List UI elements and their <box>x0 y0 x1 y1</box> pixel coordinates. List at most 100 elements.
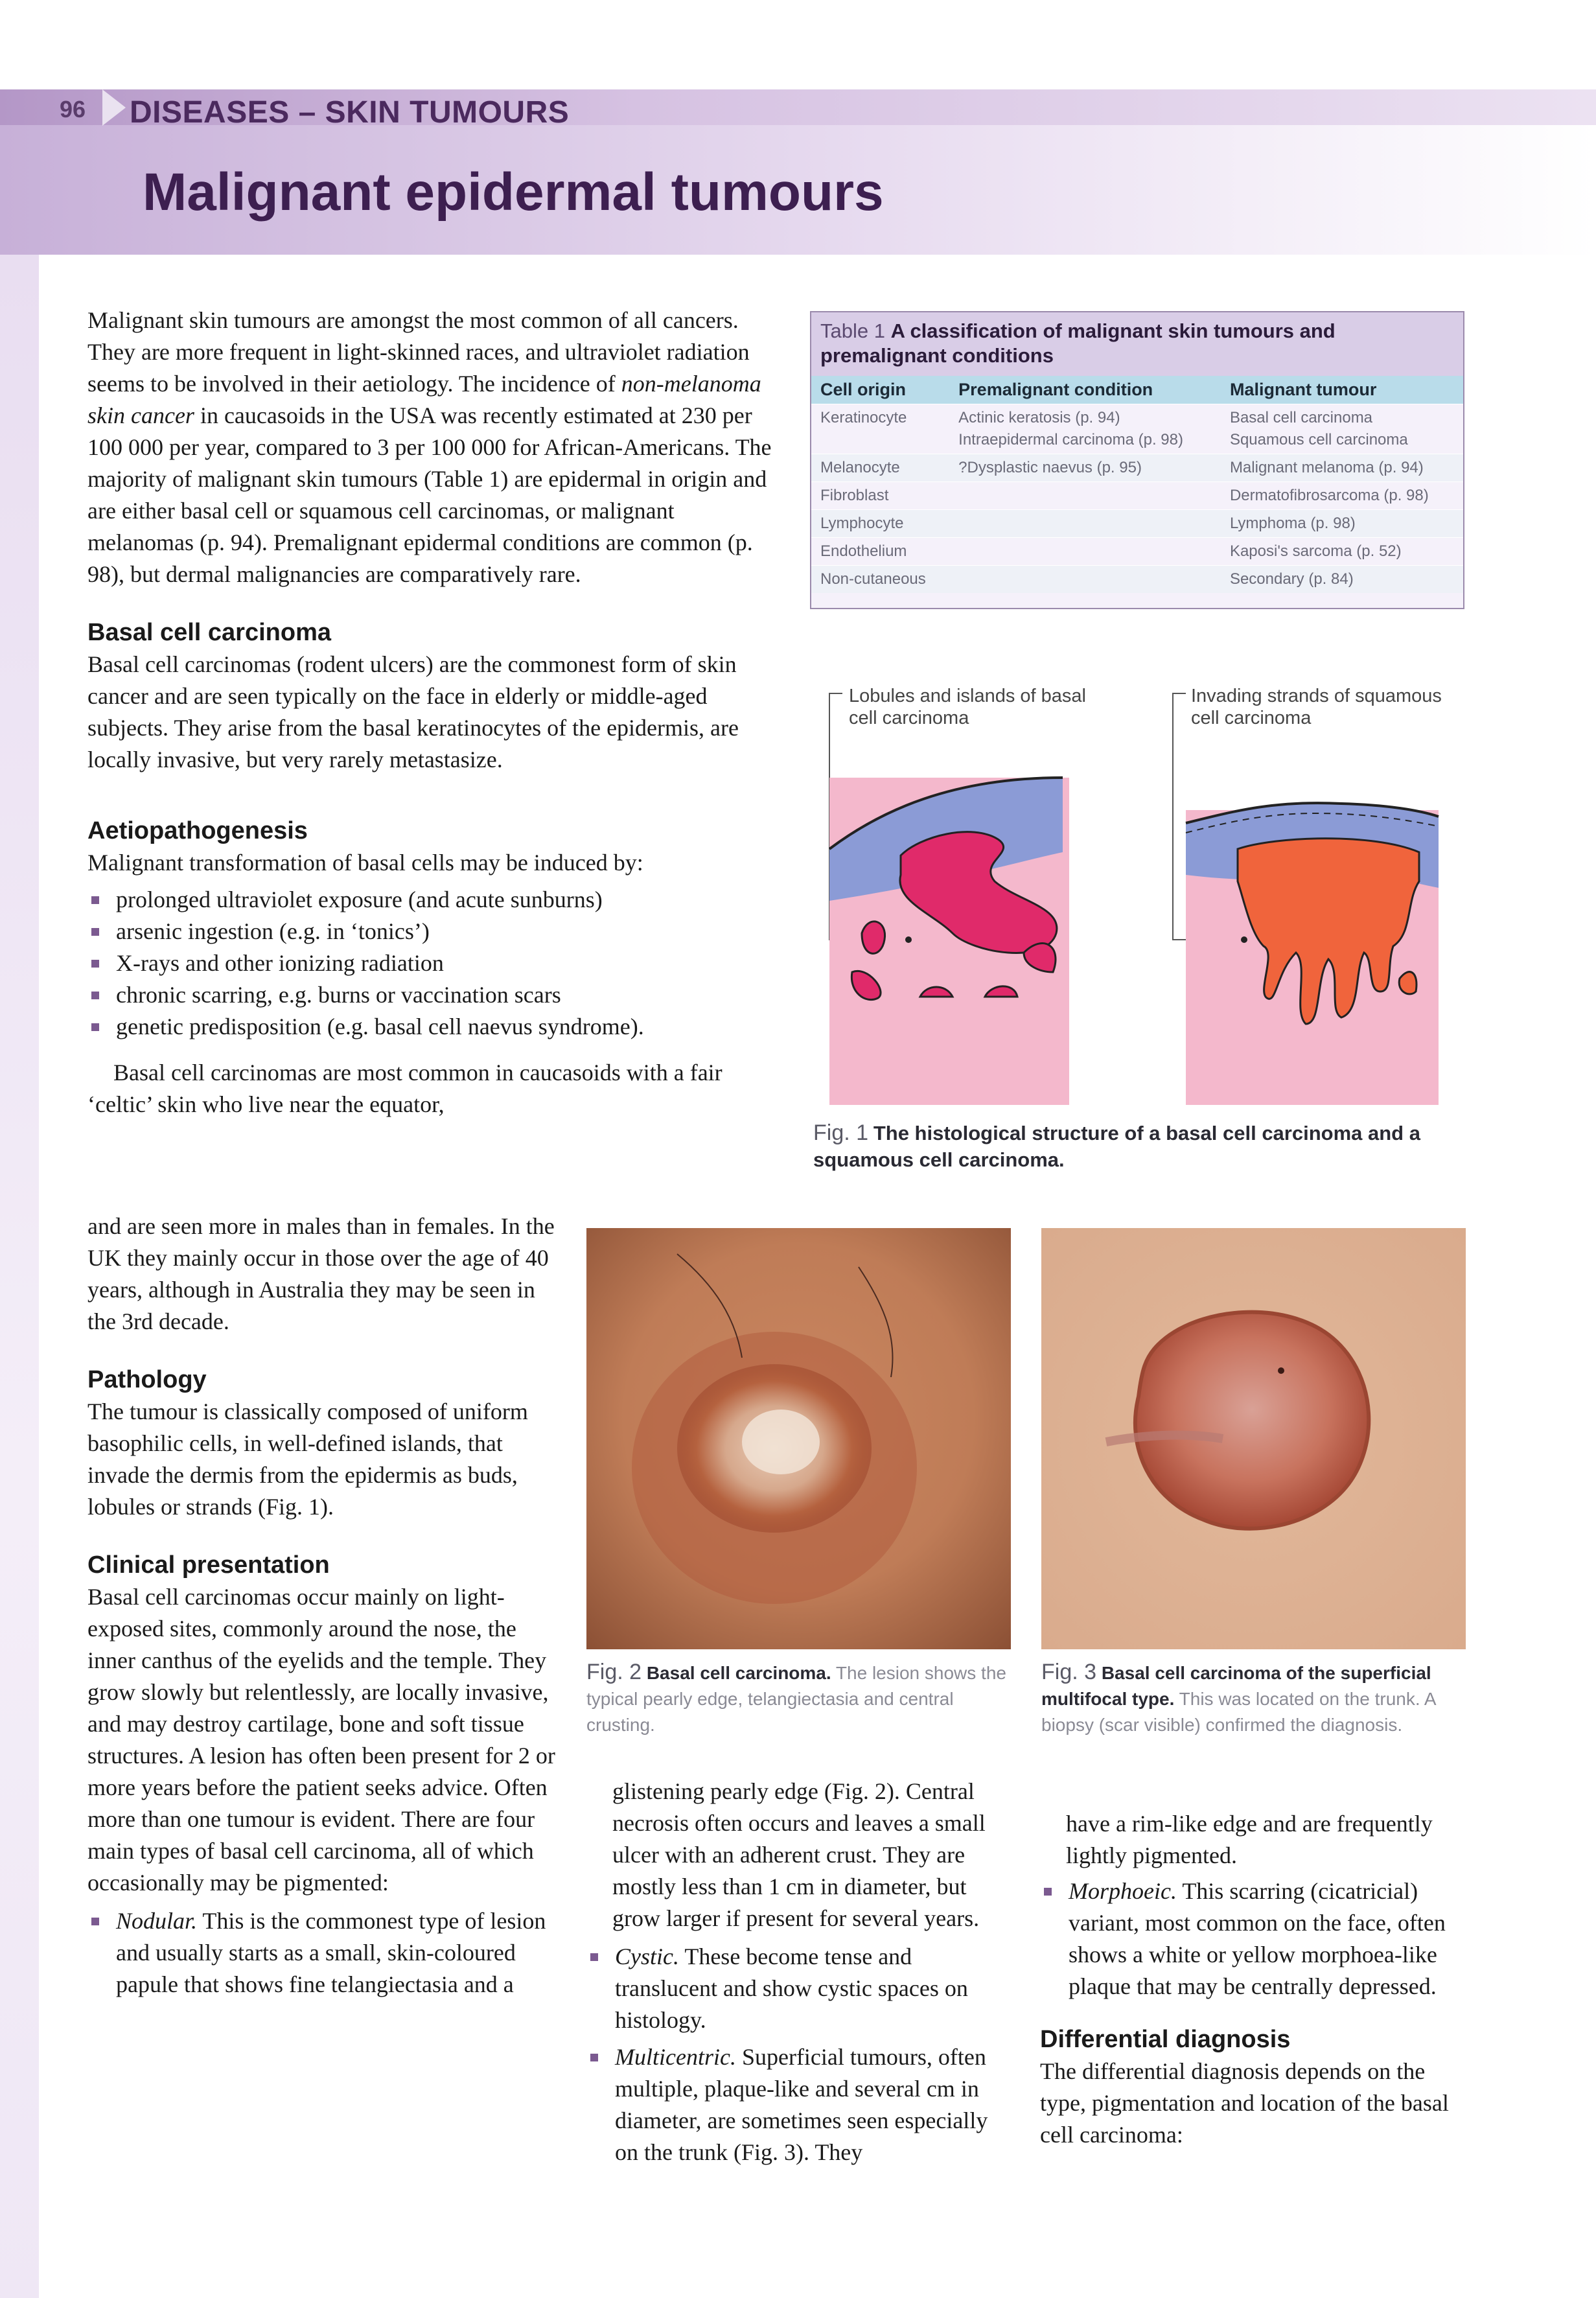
list-item: genetic predisposition (e.g. basal cell … <box>87 1011 781 1043</box>
table-row: Lymphocyte Lymphoma (p. 98) <box>811 509 1463 538</box>
bullet-icon <box>91 896 99 904</box>
bcc-island <box>983 985 1019 998</box>
bcc-island <box>918 986 954 998</box>
bullet-icon <box>91 1023 99 1031</box>
table-cell: Keratinocyte <box>811 404 950 454</box>
table-cell: ?Dysplastic naevus (p. 95) <box>949 454 1221 482</box>
bcc-panel <box>828 776 1069 1105</box>
bcc-island <box>861 920 886 955</box>
fig2-photo <box>586 1228 1011 1649</box>
page-margin-strip <box>0 255 39 2298</box>
bullet-icon <box>91 1918 99 1925</box>
differential-heading: Differential diagnosis <box>1040 2026 1291 2053</box>
types-list-right: Morphoeic. This scarring (cicatricial) v… <box>1040 1875 1468 2002</box>
fig1-label-right: Invading strands of squamous cell carcin… <box>1191 686 1442 728</box>
fig2-caption: Fig. 2 Basal cell carcinoma. The lesion … <box>586 1659 1014 1738</box>
lesion-spot <box>1278 1367 1284 1374</box>
skin-surface <box>828 776 1063 850</box>
table-cell <box>949 482 1221 510</box>
classification-table: Cell origin Premalignant condition Malig… <box>811 376 1463 593</box>
middle-column: glistening pearly edge (Fig. 2). Central… <box>586 1776 1014 2168</box>
aetio-list: prolonged ultraviolet exposure (and acut… <box>87 884 781 1043</box>
list-item: Nodular. This is the commonest type of l… <box>87 1905 567 2001</box>
clinical-heading: Clinical presentation <box>87 1551 330 1579</box>
table-cell <box>949 565 1221 593</box>
fig3-caption-text: This was located on the trunk. A biopsy … <box>1041 1689 1435 1735</box>
list-item: X-rays and other ionizing radiation <box>87 947 781 979</box>
fig1-caption: Fig. 1 The histological structure of a b… <box>813 1120 1468 1174</box>
biopsy-scar <box>1105 1430 1224 1446</box>
nodular-cont: glistening pearly edge (Fig. 2). Central… <box>612 1778 986 1931</box>
list-item: Multicentric. Superficial tumours, often… <box>586 2041 1014 2168</box>
pathology-paragraph: The tumour is classically composed of un… <box>87 1399 528 1520</box>
aetio-paragraph-cont: and are seen more in males than in femal… <box>87 1213 555 1334</box>
bullet-icon <box>91 960 99 968</box>
fig1-label-left: Lobules and islands of basal cell carcin… <box>849 686 1086 728</box>
table-cell: Secondary (p. 84) <box>1220 565 1463 593</box>
bullet-icon <box>1044 1888 1052 1896</box>
table-cell: Basal cell carcinoma Squamous cell carci… <box>1220 404 1463 454</box>
table-title: A classification of malignant skin tumou… <box>820 319 1336 367</box>
table-row: Non-cutaneous Secondary (p. 84) <box>811 565 1463 593</box>
skin-surface <box>1185 802 1439 824</box>
header-band <box>0 89 1596 125</box>
table-cell: Lymphoma (p. 98) <box>1220 509 1463 538</box>
table-cell: Non-cutaneous <box>811 565 950 593</box>
table-header: Malignant tumour <box>1220 376 1463 404</box>
hair <box>858 1266 894 1378</box>
table-1: Table 1 A classification of malignant sk… <box>810 311 1464 609</box>
list-item: Cystic. These become tense and transluce… <box>586 1941 1014 2036</box>
types-list-left: Nodular. This is the commonest type of l… <box>87 1905 567 2001</box>
chevron-icon <box>102 89 126 126</box>
pathology-heading: Pathology <box>87 1366 207 1393</box>
bullet-icon <box>590 1953 598 1961</box>
scc-island <box>1398 971 1418 995</box>
right-column: have a rim-like edge and are frequently … <box>1040 1808 1468 2151</box>
list-item: arsenic ingestion (e.g. in ‘tonics’) <box>87 916 781 947</box>
fig2-caption-text: The lesion shows the typical pearly edge… <box>586 1663 1006 1735</box>
fig3-photo <box>1041 1228 1466 1649</box>
table-label: Table 1 <box>820 319 885 342</box>
bullet-icon <box>590 2054 598 2061</box>
table-cell: Actinic keratosis (p. 94) Intraepidermal… <box>949 404 1221 454</box>
list-item: chronic scarring, e.g. burns or vaccinat… <box>87 979 781 1011</box>
intro-paragraph: Malignant skin tumours are amongst the m… <box>87 307 772 587</box>
table-cell: Melanocyte <box>811 454 950 482</box>
table-cell: Dermatofibrosarcoma (p. 98) <box>1220 482 1463 510</box>
multicentric-cont: have a rim-like edge and are frequently … <box>1066 1811 1433 1868</box>
table-cell: Fibroblast <box>811 482 950 510</box>
aetio-lead: Malignant transformation of basal cells … <box>87 850 643 876</box>
table-cell: Malignant melanoma (p. 94) <box>1220 454 1463 482</box>
fig3-caption: Fig. 3 Basal cell carcinoma of the super… <box>1041 1659 1469 1738</box>
left-column-top: Malignant skin tumours are amongst the m… <box>87 305 781 1120</box>
left-column-narrow: and are seen more in males than in femal… <box>87 1211 567 2001</box>
types-list-middle: Cystic. These become tense and transluce… <box>586 1941 1014 2168</box>
list-item: prolonged ultraviolet exposure (and acut… <box>87 884 781 916</box>
bcc-island <box>1023 942 1057 973</box>
list-item: Morphoeic. This scarring (cicatricial) v… <box>1040 1875 1468 2002</box>
table-row: Fibroblast Dermatofibrosarcoma (p. 98) <box>811 482 1463 510</box>
bcc-heading: Basal cell carcinoma <box>87 619 331 646</box>
table-header: Cell origin <box>811 376 950 404</box>
title-band <box>0 125 1596 255</box>
leader-dot <box>1241 936 1247 943</box>
fig2-title: Basal cell carcinoma. <box>646 1663 831 1683</box>
bcc-lobule <box>899 831 1058 954</box>
page-title: Malignant epidermal tumours <box>143 163 884 222</box>
table-row: Keratinocyte Actinic keratosis (p. 94) In… <box>811 404 1463 454</box>
bcc-island <box>850 969 882 1001</box>
fig3-number: Fig. 3 <box>1041 1660 1097 1684</box>
hair <box>677 1253 743 1358</box>
table-header: Premalignant condition <box>949 376 1221 404</box>
differential-paragraph: The differential diagnosis depends on th… <box>1040 2058 1449 2148</box>
lesion <box>1133 1310 1371 1531</box>
table-row: Endothelium Kaposi's sarcoma (p. 52) <box>811 537 1463 566</box>
fig1-number: Fig. 1 <box>813 1120 869 1145</box>
table-cell: Kaposi's sarcoma (p. 52) <box>1220 537 1463 566</box>
scc-strands <box>1236 837 1420 1025</box>
fig1-diagram <box>828 693 1439 1105</box>
table-cell <box>949 509 1221 538</box>
table-row: Melanocyte ?Dysplastic naevus (p. 95) Mali… <box>811 454 1463 482</box>
fig2-number: Fig. 2 <box>586 1660 642 1684</box>
page-number: 96 <box>60 96 86 122</box>
